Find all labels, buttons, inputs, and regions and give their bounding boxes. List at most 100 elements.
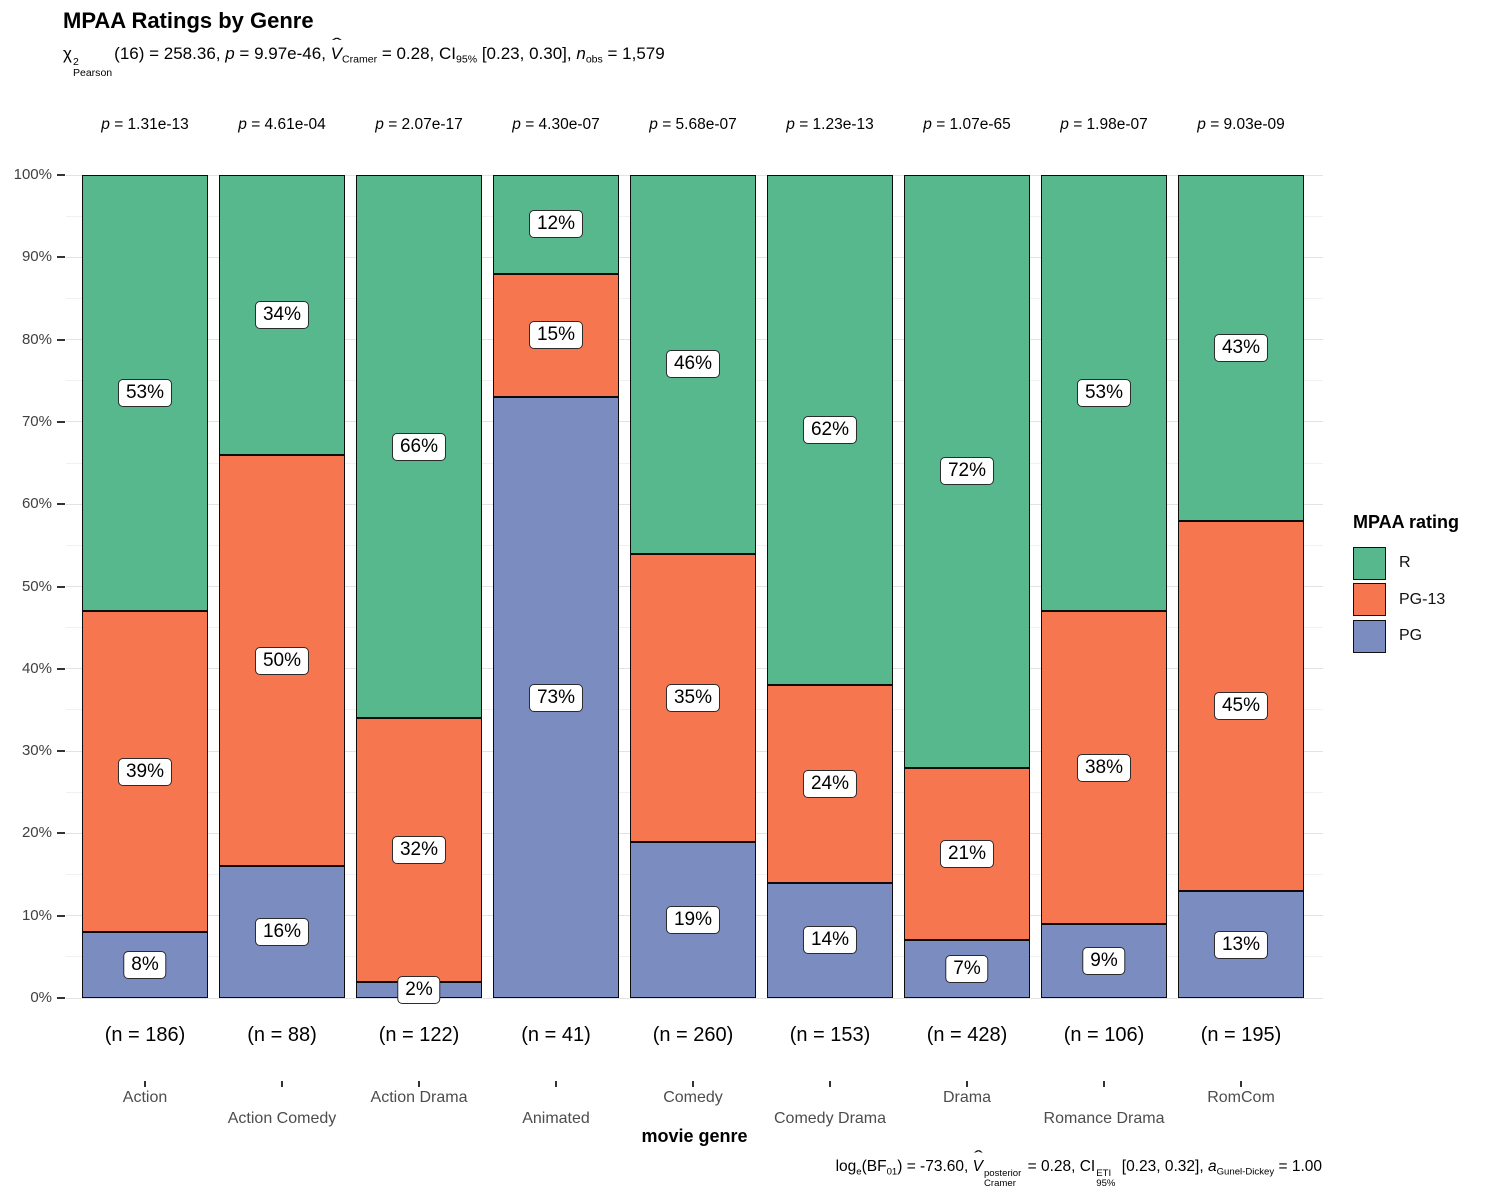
legend-entry-label: PG (1399, 627, 1423, 645)
segment-percent-label: 45% (1213, 691, 1269, 720)
x-axis-tick-mark (1103, 1081, 1105, 1087)
text-token: a (1207, 1158, 1217, 1175)
p-value-text: = 1.23e-13 (794, 116, 874, 133)
x-axis-category-label: Drama (942, 1089, 992, 1106)
text-token: = 1,579 (602, 44, 665, 63)
p-value-text: = 1.07e-65 (931, 116, 1011, 133)
p-symbol: p (101, 116, 110, 133)
sample-size-label: (n = 122) (378, 1024, 460, 1046)
p-value-text: = 5.68e-07 (657, 116, 737, 133)
segment-percent-label: 16% (254, 918, 310, 947)
text-token: obs (585, 53, 603, 66)
y-axis-tick-label: 70% (21, 412, 52, 430)
x-axis-tick-mark (966, 1081, 968, 1087)
x-axis-tick-mark (418, 1081, 420, 1087)
y-axis-tick-label: 100% (13, 166, 52, 183)
segment-percent-label: 12% (528, 210, 584, 239)
y-axis-tick-label: 60% (21, 495, 52, 513)
sample-size-label: (n = 106) (1063, 1024, 1145, 1046)
chart-title: MPAA Ratings by Genre (63, 8, 314, 33)
y-axis-tick-label: 50% (21, 577, 52, 595)
text-token: χ (63, 44, 72, 63)
x-axis-tick-mark (829, 1081, 831, 1087)
text-token: ) = -73.60, (897, 1158, 973, 1175)
legend-swatch-r (1353, 546, 1386, 580)
text-token: (16) = 258.36, (114, 44, 226, 63)
p-value-label: p = 1.23e-13 (786, 116, 873, 134)
segment-percent-label: 13% (1213, 930, 1269, 959)
sample-size-label: (n = 153) (789, 1024, 871, 1046)
text-token: = 9.97e-46, (234, 44, 331, 63)
text-token: Cramer (341, 53, 378, 66)
p-value-text: = 4.30e-07 (520, 116, 600, 133)
text-token: Gunel-Dickey (1216, 1166, 1275, 1178)
y-axis-tick-mark (57, 832, 65, 835)
x-axis-category-label: Comedy (663, 1089, 723, 1106)
text-token: 01 (886, 1166, 898, 1178)
segment-percent-label: 21% (939, 839, 995, 868)
segment-percent-label: 43% (1213, 333, 1269, 362)
segment-percent-label: 14% (802, 926, 858, 955)
y-axis-tick-label: 20% (21, 824, 52, 842)
segment-percent-label: 32% (391, 835, 447, 864)
legend-swatch-pg (1353, 619, 1386, 653)
y-axis-tick-mark (57, 256, 65, 259)
text-token: (BF (861, 1158, 887, 1175)
segment-percent-label: 53% (117, 379, 173, 408)
legend: MPAA rating R PG-13 PG (1353, 512, 1459, 655)
y-axis-tick-mark (57, 420, 65, 423)
y-axis-tick-mark (57, 750, 65, 753)
y-axis-tick-label: 0% (30, 989, 52, 1006)
segment-percent-label: 8% (123, 951, 167, 980)
segment-percent-label: 46% (665, 350, 721, 379)
segment-percent-label: 35% (665, 683, 721, 712)
legend-entry: R (1353, 545, 1459, 582)
x-axis-category-label: RomCom (1207, 1089, 1275, 1106)
sample-size-label: (n = 195) (1200, 1024, 1282, 1046)
segment-percent-label: 7% (945, 955, 989, 984)
text-token: log (835, 1158, 857, 1175)
p-symbol: p (786, 116, 795, 133)
p-symbol: p (512, 116, 521, 133)
text-token: 95% (456, 53, 478, 66)
x-axis-category-label: Animated (522, 1110, 590, 1127)
sample-size-label: (n = 260) (652, 1024, 734, 1046)
p-symbol: p (923, 116, 932, 133)
legend-swatch-pg-13 (1353, 583, 1386, 617)
y-axis-tick-label: 90% (21, 248, 52, 266)
p-value-label: p = 1.98e-07 (1060, 116, 1147, 134)
p-value-text: = 1.31e-13 (109, 116, 189, 133)
segment-percent-label: 72% (939, 457, 995, 486)
y-axis-tick-mark (57, 338, 65, 341)
segment-percent-label: 38% (1076, 753, 1132, 782)
y-axis-tick-label: 10% (21, 906, 52, 924)
x-axis-category-label: Action Comedy (227, 1110, 337, 1127)
text-token: [0.23, 0.32], (1117, 1158, 1208, 1175)
segment-percent-label: 15% (528, 321, 584, 350)
segment-percent-label: 73% (528, 683, 584, 712)
p-value-label: p = 2.07e-17 (375, 116, 462, 134)
y-axis-tick-label: 80% (21, 330, 52, 348)
y-axis-tick-label: 40% (21, 659, 52, 677)
segment-percent-label: 24% (802, 770, 858, 799)
segment-percent-label: 19% (665, 905, 721, 934)
p-symbol: p (238, 116, 247, 133)
y-axis-tick-mark (57, 585, 65, 588)
supsub-stack: ETI 95% (1096, 1168, 1116, 1190)
p-symbol: p (375, 116, 384, 133)
x-axis-category-label: Action Drama (370, 1089, 468, 1106)
p-symbol: p (649, 116, 658, 133)
x-axis-tick-mark (555, 1081, 557, 1087)
supsub-stack: 2 Pearson (72, 55, 113, 79)
x-axis-tick-mark (281, 1081, 283, 1087)
p-value-label: p = 1.31e-13 (101, 116, 188, 134)
y-axis-tick-mark (57, 503, 65, 506)
segment-percent-label: 66% (391, 432, 447, 461)
legend-title: MPAA rating (1353, 512, 1459, 532)
y-axis-tick-mark (57, 174, 65, 176)
p-value-label: p = 9.03e-09 (1197, 116, 1284, 134)
segment-percent-label: 50% (254, 646, 310, 675)
p-value-text: = 4.61e-04 (246, 116, 326, 133)
